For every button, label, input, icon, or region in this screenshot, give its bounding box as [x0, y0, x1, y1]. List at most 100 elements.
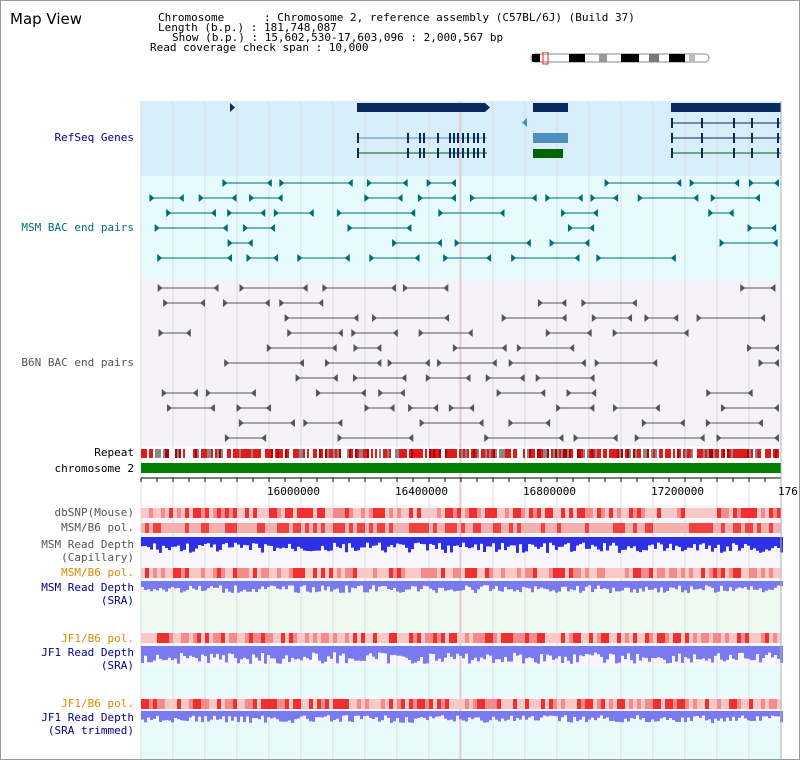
depth-bar — [774, 537, 777, 547]
bac-end-pair — [450, 194, 456, 202]
depth-bar — [510, 646, 513, 662]
repeat-mark — [319, 449, 321, 458]
bac-end-pair — [308, 209, 314, 217]
depth-bar — [372, 646, 375, 657]
chromosome-ideogram[interactable] — [529, 52, 713, 66]
heat-cell — [589, 699, 593, 709]
bac-end-pair — [303, 419, 309, 427]
repeat-mark — [147, 449, 149, 458]
depth-bar — [306, 581, 309, 592]
depth-bar — [648, 537, 651, 546]
depth-bar — [681, 581, 684, 593]
depth-bar — [345, 711, 348, 716]
heat-cell — [229, 633, 233, 643]
depth-bar — [708, 537, 711, 546]
depth-bar — [609, 646, 612, 654]
repeat-mark — [153, 449, 155, 458]
depth-bar — [348, 646, 351, 659]
depth-bar — [165, 646, 168, 660]
heat-cell — [553, 699, 557, 709]
heat-cell — [253, 633, 257, 643]
bac-end-pair — [591, 389, 597, 397]
heat-cell — [313, 633, 317, 643]
bac-end-pair — [166, 209, 172, 217]
heat-cell — [585, 523, 589, 533]
depth-bar — [636, 537, 639, 551]
depth-bar — [153, 646, 156, 661]
depth-bar — [474, 581, 477, 593]
heat-cell — [277, 508, 281, 518]
depth-bar — [708, 711, 711, 720]
repeat-mark — [583, 449, 585, 458]
heat-cell — [417, 699, 421, 709]
heat-cell — [393, 523, 397, 533]
bac-end-pair — [584, 239, 590, 247]
depth-bar — [168, 646, 171, 658]
heat-cell — [377, 508, 381, 518]
bac-end-pair — [716, 434, 722, 442]
bac-end-pair — [774, 404, 779, 412]
heat-cell — [353, 568, 357, 578]
depth-bar — [195, 537, 198, 549]
exon — [733, 133, 735, 143]
repeat-mark — [733, 449, 735, 458]
heat-cell — [357, 568, 361, 578]
depth-bar — [423, 711, 426, 718]
depth-bar — [381, 646, 384, 654]
heat-cell — [173, 699, 177, 709]
repeat-mark — [743, 449, 745, 458]
heat-cell — [157, 633, 161, 643]
depth-bar — [615, 581, 618, 592]
repeat-mark — [141, 449, 143, 458]
heat-cell — [141, 699, 145, 709]
exon — [453, 148, 455, 158]
bac-end-pair — [279, 299, 285, 307]
heat-cell — [337, 633, 341, 643]
depth-bar — [438, 711, 441, 717]
depth-bar — [441, 537, 444, 550]
depth-bar — [732, 646, 735, 659]
depth-bar — [327, 711, 330, 716]
heat-cell — [249, 568, 253, 578]
heat-cell — [597, 508, 601, 518]
depth-bar — [393, 537, 396, 548]
repeat-mark — [641, 449, 643, 458]
heat-cell — [165, 523, 169, 533]
heat-cell — [461, 699, 465, 709]
bac-end-pair — [699, 434, 705, 442]
repeat-mark — [219, 449, 221, 458]
depth-bar — [420, 537, 423, 544]
depth-bar — [549, 646, 552, 656]
heat-cell — [581, 633, 585, 643]
heat-cell — [285, 699, 289, 709]
depth-bar — [240, 581, 243, 592]
heat-cell — [153, 508, 157, 518]
repeat-mark — [581, 449, 583, 458]
depth-bar — [171, 646, 174, 661]
heat-cell — [289, 699, 293, 709]
repeat-mark — [307, 449, 309, 458]
heat-cell — [217, 523, 221, 533]
depth-bar — [639, 581, 642, 589]
heat-cell — [189, 523, 193, 533]
bac-end-pair — [419, 419, 425, 427]
heat-cell — [697, 568, 701, 578]
heat-cell — [605, 633, 609, 643]
repeat-mark — [297, 449, 299, 458]
heat-cell — [429, 699, 433, 709]
heat-cell — [181, 633, 185, 643]
heat-cell — [141, 508, 145, 518]
heat-cell — [757, 568, 761, 578]
bac-end-pair — [424, 359, 430, 367]
depth-bar — [498, 581, 501, 591]
depth-bar — [210, 581, 213, 587]
repeat-mark — [769, 449, 771, 458]
heat-cell — [609, 633, 613, 643]
depth-bar — [660, 537, 663, 545]
depth-bar — [714, 581, 717, 593]
depth-bar — [315, 537, 318, 551]
depth-bar — [603, 581, 606, 589]
repeat-mark — [185, 449, 187, 458]
bac-end-pair — [689, 179, 695, 187]
